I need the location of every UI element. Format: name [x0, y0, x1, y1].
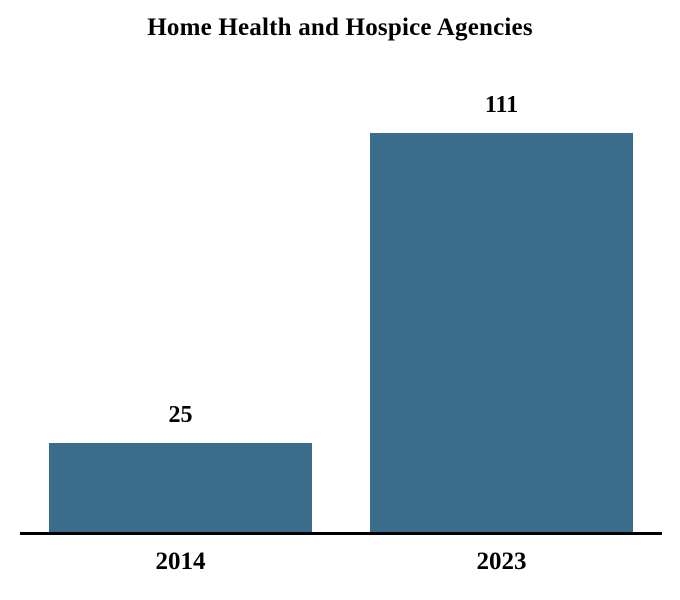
chart-title: Home Health and Hospice Agencies: [147, 14, 533, 41]
bar-value-label: 111: [484, 92, 519, 118]
bar-value-label: 25: [168, 402, 193, 428]
x-axis-line: [20, 532, 662, 535]
bar-2014: [49, 443, 312, 533]
bar-2023: [370, 133, 633, 533]
x-tick-label-2023: 2023: [476, 548, 527, 575]
x-tick-label-2014: 2014: [155, 548, 206, 575]
